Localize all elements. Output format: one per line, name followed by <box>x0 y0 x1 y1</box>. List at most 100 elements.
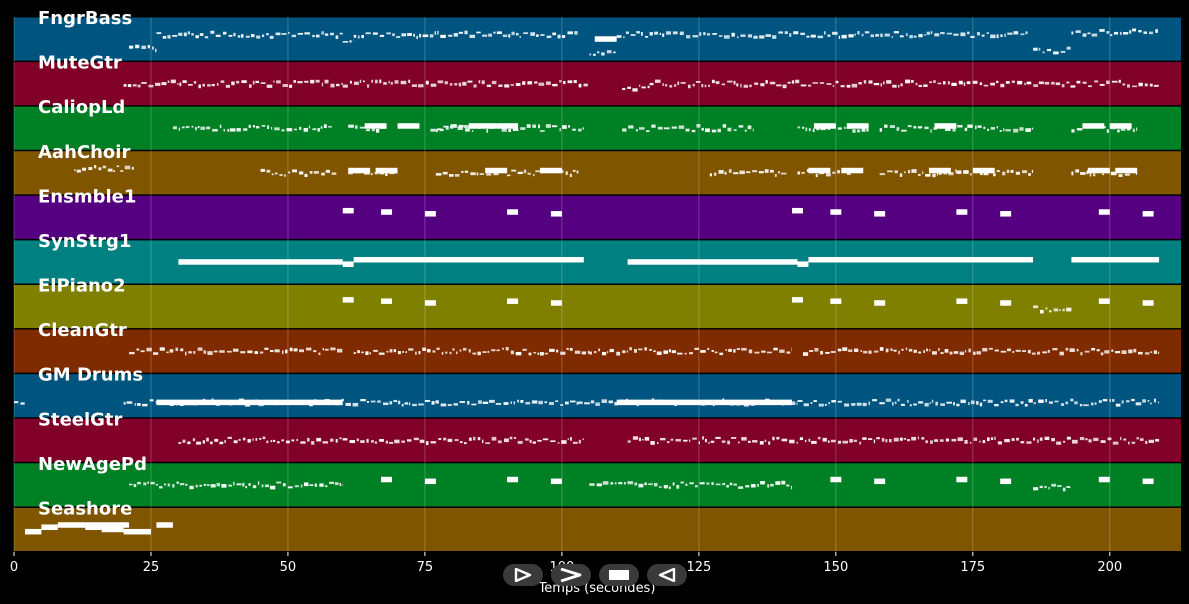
track-label: AahChoir <box>38 142 130 163</box>
note-segment <box>802 347 1160 356</box>
note-block <box>348 167 371 174</box>
note-block <box>550 300 562 306</box>
note-block <box>846 123 869 129</box>
note-block <box>928 167 951 174</box>
note-block <box>972 167 995 174</box>
note-block <box>424 300 436 306</box>
note-block <box>424 478 436 485</box>
note-block <box>956 298 968 304</box>
track-band <box>14 62 1181 106</box>
note-segment <box>129 481 343 490</box>
note-block <box>813 123 836 129</box>
note-block <box>424 211 436 217</box>
tick-label: 175 <box>960 560 985 575</box>
note-segment <box>342 79 588 88</box>
note-segment <box>616 31 1028 39</box>
note-block <box>507 298 519 304</box>
note-segment <box>260 168 337 178</box>
note-block <box>830 209 842 215</box>
track-label: NewAgePd <box>38 454 147 475</box>
note-segment <box>649 79 1159 89</box>
note-block <box>616 399 792 406</box>
note-segment <box>797 398 1160 407</box>
x-axis: 0255075100125150175200 <box>10 552 1122 575</box>
note-block <box>375 167 398 174</box>
note-block <box>342 261 354 267</box>
note-block <box>792 207 803 214</box>
note-segment <box>627 436 1160 445</box>
note-block <box>156 399 343 406</box>
track-band <box>14 195 1181 239</box>
note-block <box>627 259 798 265</box>
note-segment <box>967 124 1034 133</box>
note-segment <box>1033 483 1071 492</box>
note-block <box>874 478 886 485</box>
note-segment <box>129 347 343 356</box>
note-block <box>1098 298 1110 304</box>
tick-label: 50 <box>280 560 297 575</box>
note-block <box>1082 123 1105 129</box>
track-band <box>14 151 1181 195</box>
note-segment <box>123 79 343 89</box>
forward-icon <box>560 568 582 582</box>
note-block <box>1098 209 1110 215</box>
track-band <box>14 374 1181 418</box>
track-band <box>14 106 1181 150</box>
note-block <box>364 123 387 129</box>
note-segment <box>589 347 792 356</box>
note-block <box>468 123 497 129</box>
back-button[interactable] <box>647 564 687 586</box>
note-segment <box>709 169 787 177</box>
note-segment <box>353 30 578 40</box>
play-icon <box>514 568 532 582</box>
forward-button[interactable] <box>551 564 591 586</box>
note-block <box>934 123 957 129</box>
note-block <box>1115 167 1138 174</box>
grid-layer <box>13 17 1111 552</box>
note-block <box>1142 211 1154 217</box>
track-label: SteelGtr <box>38 409 123 430</box>
note-segment <box>123 399 157 407</box>
note-block <box>85 522 130 528</box>
note-block <box>797 261 809 267</box>
note-block <box>156 522 173 528</box>
note-block <box>41 524 58 530</box>
tick-label: 125 <box>686 560 711 575</box>
stop-button[interactable] <box>599 564 639 586</box>
note-block <box>1109 123 1132 129</box>
track-label: MuteGtr <box>38 53 122 74</box>
track-label: Ensmble1 <box>38 186 136 207</box>
note-block <box>1098 476 1110 483</box>
note-block <box>956 209 968 215</box>
note-block <box>1071 256 1160 263</box>
note-segment <box>622 124 754 133</box>
track-band <box>14 285 1181 329</box>
note-block <box>342 207 354 214</box>
track-label: Seashore <box>38 498 132 519</box>
notes-layer <box>14 28 1160 535</box>
note-block <box>792 297 803 303</box>
track-label: CaliopLd <box>38 97 125 118</box>
note-block <box>808 256 1034 263</box>
play-button[interactable] <box>503 564 543 586</box>
note-segment <box>1033 46 1071 55</box>
note-segment <box>342 39 354 43</box>
note-segment <box>156 30 343 39</box>
note-segment <box>589 50 616 56</box>
note-block <box>507 209 519 215</box>
tick-label: 150 <box>823 560 848 575</box>
track-label: CleanGtr <box>38 320 127 341</box>
note-block <box>381 298 393 304</box>
note-segment <box>589 480 792 490</box>
note-block <box>24 528 42 535</box>
note-segment <box>622 84 650 92</box>
note-segment <box>1033 305 1072 314</box>
note-block <box>1000 300 1012 306</box>
tick-label: 75 <box>417 560 434 575</box>
track-label: SynStrg1 <box>38 231 131 252</box>
note-block <box>1142 478 1154 485</box>
note-segment <box>178 436 584 445</box>
note-segment <box>129 44 157 53</box>
note-segment <box>172 124 332 132</box>
